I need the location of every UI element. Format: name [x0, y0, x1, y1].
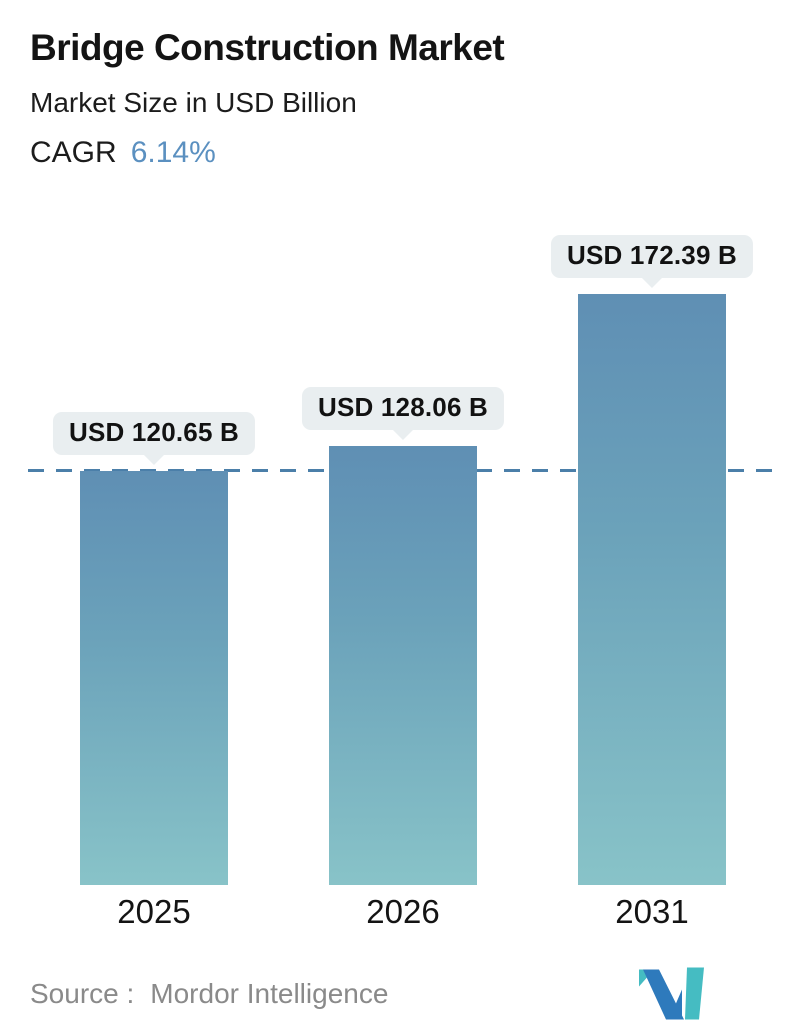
- bar-2025: [80, 471, 228, 885]
- bubble-pointer-icon: [142, 454, 165, 465]
- bubble-pointer-icon: [391, 429, 414, 440]
- chart-subtitle: Market Size in USD Billion: [30, 87, 357, 118]
- x-axis-label: 2031: [615, 893, 689, 930]
- bar-2031: [578, 294, 726, 885]
- mordor-intelligence-logo-icon: [639, 967, 704, 1020]
- source-row: Source : Mordor Intelligence: [30, 978, 388, 1010]
- x-axis-label: 2025: [117, 893, 191, 930]
- source-label: Source :: [30, 978, 135, 1009]
- cagr-value: 6.14%: [130, 136, 216, 169]
- value-label-bubble: USD 128.06 B: [301, 387, 505, 440]
- value-label-bubble: USD 120.65 B: [52, 412, 256, 465]
- source-name: Mordor Intelligence: [150, 978, 389, 1009]
- bubble-pointer-icon: [640, 277, 663, 288]
- value-label: USD 128.06 B: [317, 392, 489, 422]
- chart-title: Bridge Construction Market: [30, 27, 505, 68]
- bar-2026: [329, 446, 477, 885]
- value-label: USD 120.65 B: [68, 417, 240, 447]
- cagr-label: CAGR: [30, 136, 117, 169]
- value-label-bubble: USD 172.39 B: [550, 235, 754, 288]
- x-axis-label: 2026: [366, 893, 440, 930]
- value-label: USD 172.39 B: [566, 240, 738, 270]
- cagr-row: CAGR 6.14%: [30, 136, 216, 170]
